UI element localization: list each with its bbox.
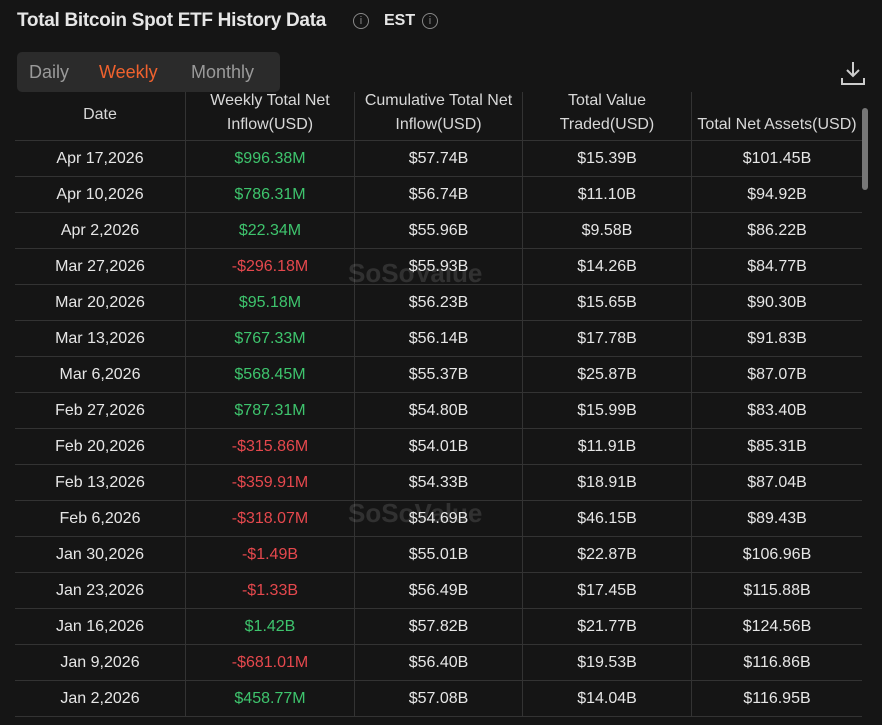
value-cell: $9.58B (523, 213, 692, 249)
date-cell: Jan 16,2026 (15, 609, 186, 645)
date-cell: Feb 13,2026 (15, 465, 186, 501)
value-cell: $57.08B (355, 681, 523, 717)
value-cell: $57.74B (355, 141, 523, 177)
tab[interactable]: Daily (29, 62, 70, 82)
value-cell: -$1.33B (186, 573, 355, 609)
value-cell: -$315.86M (186, 429, 355, 465)
value-cell: $124.56B (692, 609, 862, 645)
value-cell: $106.96B (692, 537, 862, 573)
column-header: Total Net Assets(USD) (692, 92, 862, 141)
value-cell: $15.65B (523, 285, 692, 321)
value-cell: $116.95B (692, 681, 862, 717)
value-cell: $22.87B (523, 537, 692, 573)
value-cell: $25.87B (523, 357, 692, 393)
value-cell: $55.93B (355, 249, 523, 285)
value-cell: $57.82B (355, 609, 523, 645)
value-cell: $18.91B (523, 465, 692, 501)
value-cell: $55.96B (355, 213, 523, 249)
date-cell: Mar 13,2026 (15, 321, 186, 357)
value-cell: -$681.01M (186, 645, 355, 681)
watermark: SoSoValue (348, 498, 483, 528)
date-cell: Apr 17,2026 (15, 141, 186, 177)
value-cell: $46.15B (523, 501, 692, 537)
value-cell: $84.77B (692, 249, 862, 285)
page-title: Total Bitcoin Spot ETF History Data (17, 10, 326, 31)
date-cell: Mar 20,2026 (15, 285, 186, 321)
value-cell: $54.33B (355, 465, 523, 501)
value-cell: -$1.49B (186, 537, 355, 573)
date-cell: Apr 2,2026 (15, 213, 186, 249)
tab[interactable]: Weekly (99, 62, 158, 82)
value-cell: $56.49B (355, 573, 523, 609)
value-cell: $56.40B (355, 645, 523, 681)
value-cell: $83.40B (692, 393, 862, 429)
date-cell: Jan 23,2026 (15, 573, 186, 609)
value-cell: $56.74B (355, 177, 523, 213)
value-cell: $458.77M (186, 681, 355, 717)
value-cell: $1.42B (186, 609, 355, 645)
scrollbar[interactable] (862, 108, 868, 190)
value-cell: $11.91B (523, 429, 692, 465)
value-cell: $21.77B (523, 609, 692, 645)
value-cell: $11.10B (523, 177, 692, 213)
date-cell: Feb 6,2026 (15, 501, 186, 537)
value-cell: $54.69B (355, 501, 523, 537)
column-header: Cumulative Total Net Inflow(USD) (355, 92, 523, 141)
tab[interactable]: Monthly (191, 62, 255, 82)
value-cell: $95.18M (186, 285, 355, 321)
value-cell: $90.30B (692, 285, 862, 321)
column-header: Total Value Traded(USD) (523, 92, 692, 141)
value-cell: $54.80B (355, 393, 523, 429)
value-cell: -$296.18M (186, 249, 355, 285)
value-cell: $568.45M (186, 357, 355, 393)
value-cell: $17.45B (523, 573, 692, 609)
value-cell: $86.22B (692, 213, 862, 249)
value-cell: $15.39B (523, 141, 692, 177)
data-table: Date Weekly Total Net Inflow(USD) Cumulati… (15, 92, 862, 725)
value-cell: $56.14B (355, 321, 523, 357)
value-cell: $56.23B (355, 285, 523, 321)
value-cell: $55.37B (355, 357, 523, 393)
watermark: SoSoValue (348, 258, 483, 288)
value-cell: $22.34M (186, 213, 355, 249)
column-header: Weekly Total Net Inflow(USD) (186, 92, 355, 141)
date-cell: Jan 2,2026 (15, 681, 186, 717)
value-cell: $786.31M (186, 177, 355, 213)
value-cell: $767.33M (186, 321, 355, 357)
column-header: Date (15, 92, 186, 141)
value-cell: -$359.91M (186, 465, 355, 501)
value-cell: $87.04B (692, 465, 862, 501)
date-cell: Mar 6,2026 (15, 357, 186, 393)
timezone[interactable]: EST (384, 12, 416, 29)
value-cell: $15.99B (523, 393, 692, 429)
value-cell: $14.04B (523, 681, 692, 717)
value-cell: $85.31B (692, 429, 862, 465)
value-cell: $54.01B (355, 429, 523, 465)
date-cell: Feb 20,2026 (15, 429, 186, 465)
tab-bar: Daily Weekly Monthly (17, 52, 280, 92)
date-cell: Jan 30,2026 (15, 537, 186, 573)
info-icon[interactable]: i (353, 13, 369, 29)
download-icon[interactable] (840, 60, 866, 86)
value-cell: $17.78B (523, 321, 692, 357)
value-cell: $115.88B (692, 573, 862, 609)
value-cell: $55.01B (355, 537, 523, 573)
value-cell: $14.26B (523, 249, 692, 285)
date-cell: Apr 10,2026 (15, 177, 186, 213)
info-icon[interactable]: i (422, 13, 438, 29)
value-cell: $787.31M (186, 393, 355, 429)
value-cell: $87.07B (692, 357, 862, 393)
value-cell: $94.92B (692, 177, 862, 213)
value-cell: $91.83B (692, 321, 862, 357)
date-cell: Feb 27,2026 (15, 393, 186, 429)
value-cell: $19.53B (523, 645, 692, 681)
date-cell: Mar 27,2026 (15, 249, 186, 285)
value-cell: $116.86B (692, 645, 862, 681)
value-cell: -$318.07M (186, 501, 355, 537)
value-cell: $101.45B (692, 141, 862, 177)
value-cell: $996.38M (186, 141, 355, 177)
date-cell: Jan 9,2026 (15, 645, 186, 681)
value-cell: $89.43B (692, 501, 862, 537)
